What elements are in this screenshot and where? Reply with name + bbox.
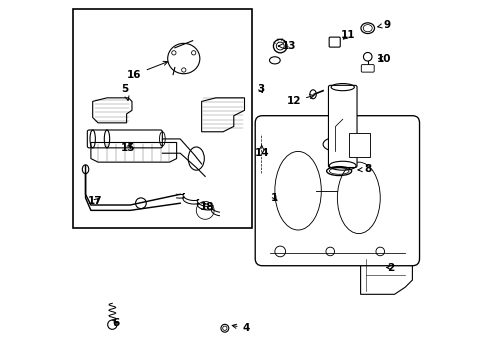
FancyBboxPatch shape [361, 64, 373, 72]
FancyBboxPatch shape [328, 37, 340, 47]
Text: 15: 15 [121, 143, 135, 153]
FancyBboxPatch shape [73, 9, 251, 228]
FancyBboxPatch shape [328, 85, 356, 167]
Text: 16: 16 [127, 61, 167, 80]
Text: 10: 10 [376, 54, 390, 64]
Text: 8: 8 [357, 164, 370, 174]
Text: 7: 7 [356, 138, 367, 148]
Text: 13: 13 [278, 41, 296, 51]
Text: 1: 1 [271, 193, 278, 203]
Text: 14: 14 [254, 145, 268, 158]
FancyBboxPatch shape [87, 130, 162, 148]
Text: 9: 9 [377, 19, 390, 30]
Text: 3: 3 [256, 84, 264, 94]
FancyBboxPatch shape [255, 116, 419, 266]
Text: 11: 11 [340, 30, 355, 40]
Text: 18: 18 [199, 202, 214, 212]
FancyBboxPatch shape [348, 133, 369, 157]
Text: 17: 17 [88, 197, 102, 206]
Text: 5: 5 [121, 84, 129, 100]
Text: 12: 12 [286, 95, 313, 107]
Text: 4: 4 [232, 323, 249, 333]
Text: 2: 2 [386, 262, 394, 273]
Text: 6: 6 [112, 318, 119, 328]
